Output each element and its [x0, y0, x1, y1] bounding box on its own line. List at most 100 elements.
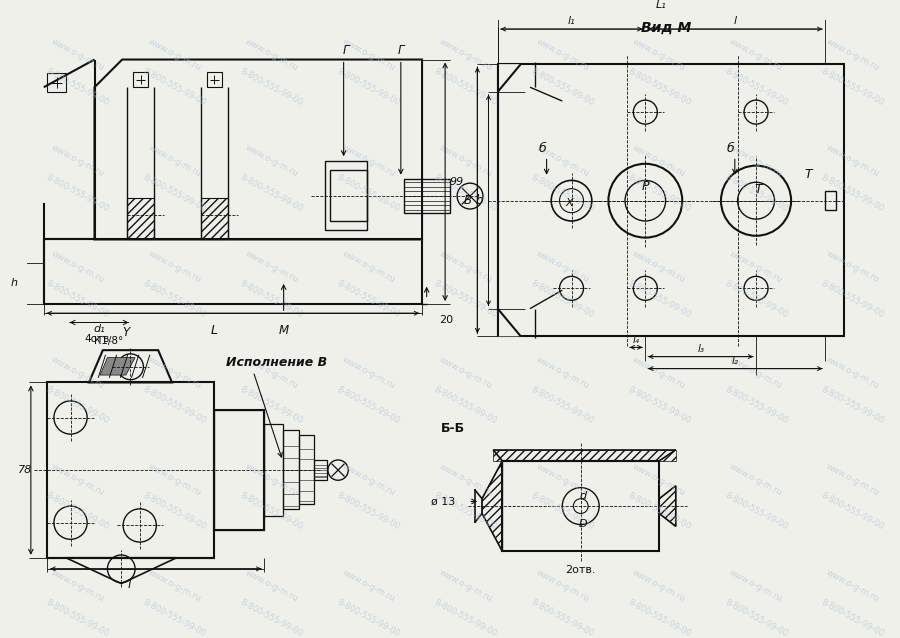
Text: К1/8°: К1/8°: [94, 336, 122, 346]
Text: www.o-g-m.ru: www.o-g-m.ru: [244, 144, 300, 179]
Text: 8-800-555-99-00: 8-800-555-99-00: [626, 279, 692, 320]
Text: www.o-g-m.ru: www.o-g-m.ru: [340, 37, 397, 73]
Text: 8-800-555-99-00: 8-800-555-99-00: [432, 597, 499, 638]
Bar: [48, 73, 66, 92]
Text: 8-800-555-99-00: 8-800-555-99-00: [45, 173, 111, 214]
Text: L₁: L₁: [655, 0, 666, 10]
Text: www.o-g-m.ru: www.o-g-m.ru: [244, 355, 300, 391]
Text: 8-800-555-99-00: 8-800-555-99-00: [626, 173, 692, 214]
Text: l: l: [128, 578, 131, 591]
Text: www.o-g-m.ru: www.o-g-m.ru: [535, 461, 590, 497]
Text: www.o-g-m.ru: www.o-g-m.ru: [147, 355, 202, 391]
Text: Т: Т: [805, 168, 813, 181]
Text: 8-800-555-99-00: 8-800-555-99-00: [723, 173, 789, 214]
Text: l₄: l₄: [633, 334, 640, 345]
Bar: [498, 64, 843, 336]
Text: 8-800-555-99-00: 8-800-555-99-00: [336, 491, 401, 532]
Text: 8-800-555-99-00: 8-800-555-99-00: [336, 597, 401, 638]
Bar: [403, 179, 450, 212]
Bar: [825, 191, 836, 210]
Text: Г: Г: [342, 44, 348, 57]
Text: 8-800-555-99-00: 8-800-555-99-00: [723, 597, 789, 638]
Text: 78: 78: [18, 465, 32, 475]
Text: 8-800-555-99-00: 8-800-555-99-00: [142, 385, 208, 426]
Text: www.o-g-m.ru: www.o-g-m.ru: [728, 461, 784, 497]
Text: www.o-g-m.ru: www.o-g-m.ru: [340, 249, 397, 285]
Text: б: б: [538, 142, 546, 154]
Text: www.o-g-m.ru: www.o-g-m.ru: [50, 355, 106, 391]
Bar: [314, 460, 327, 480]
Text: 8-800-555-99-00: 8-800-555-99-00: [142, 279, 208, 320]
Text: www.o-g-m.ru: www.o-g-m.ru: [631, 37, 688, 73]
Text: 8-800-555-99-00: 8-800-555-99-00: [820, 385, 886, 426]
Text: l₁: l₁: [568, 17, 575, 26]
Bar: [207, 73, 221, 87]
Text: www.o-g-m.ru: www.o-g-m.ru: [535, 37, 590, 73]
Text: 2отв.: 2отв.: [565, 565, 596, 575]
Text: b: b: [475, 194, 483, 207]
Polygon shape: [498, 309, 521, 336]
Text: www.o-g-m.ru: www.o-g-m.ru: [340, 568, 397, 603]
Text: www.o-g-m.ru: www.o-g-m.ru: [50, 144, 106, 179]
Text: www.o-g-m.ru: www.o-g-m.ru: [535, 249, 590, 285]
Text: www.o-g-m.ru: www.o-g-m.ru: [535, 355, 590, 391]
Text: www.o-g-m.ru: www.o-g-m.ru: [728, 37, 784, 73]
Text: 8-800-555-99-00: 8-800-555-99-00: [626, 67, 692, 108]
Text: 8-800-555-99-00: 8-800-555-99-00: [336, 173, 401, 214]
Text: 8-800-555-99-00: 8-800-555-99-00: [529, 385, 595, 426]
Text: 8-800-555-99-00: 8-800-555-99-00: [45, 597, 111, 638]
Text: www.o-g-m.ru: www.o-g-m.ru: [825, 144, 881, 179]
Text: D: D: [579, 519, 587, 529]
Text: 8-800-555-99-00: 8-800-555-99-00: [432, 279, 499, 320]
Bar: [127, 198, 155, 239]
Text: www.o-g-m.ru: www.o-g-m.ru: [535, 144, 590, 179]
Text: www.o-g-m.ru: www.o-g-m.ru: [147, 37, 202, 73]
Text: Х: Х: [566, 198, 573, 207]
Text: www.o-g-m.ru: www.o-g-m.ru: [340, 144, 397, 179]
Text: 8-800-555-99-00: 8-800-555-99-00: [336, 385, 401, 426]
Text: Исполнение В: Исполнение В: [226, 355, 327, 369]
Text: 8-800-555-99-00: 8-800-555-99-00: [336, 67, 401, 108]
Text: 8-800-555-99-00: 8-800-555-99-00: [432, 491, 499, 532]
Text: www.o-g-m.ru: www.o-g-m.ru: [631, 249, 688, 285]
Text: 8-800-555-99-00: 8-800-555-99-00: [238, 597, 305, 638]
Text: 8-800-555-99-00: 8-800-555-99-00: [626, 597, 692, 638]
Text: d₁: d₁: [94, 324, 105, 334]
Text: www.o-g-m.ru: www.o-g-m.ru: [147, 568, 202, 603]
Text: 8-800-555-99-00: 8-800-555-99-00: [238, 173, 305, 214]
Bar: [213, 410, 265, 530]
Text: www.o-g-m.ru: www.o-g-m.ru: [437, 461, 493, 497]
Text: www.o-g-m.ru: www.o-g-m.ru: [340, 461, 397, 497]
Text: www.o-g-m.ru: www.o-g-m.ru: [437, 568, 493, 603]
Text: h: h: [11, 278, 17, 288]
Text: 8-800-555-99-00: 8-800-555-99-00: [529, 67, 595, 108]
Bar: [325, 161, 366, 230]
Bar: [213, 410, 265, 530]
Text: 8-800-555-99-00: 8-800-555-99-00: [45, 491, 111, 532]
Text: www.o-g-m.ru: www.o-g-m.ru: [50, 37, 106, 73]
Text: l: l: [734, 17, 736, 26]
Text: 8-800-555-99-00: 8-800-555-99-00: [432, 173, 499, 214]
Text: www.o-g-m.ru: www.o-g-m.ru: [631, 144, 688, 179]
Text: M: M: [279, 324, 289, 338]
Text: 8-800-555-99-00: 8-800-555-99-00: [142, 491, 208, 532]
Text: www.o-g-m.ru: www.o-g-m.ru: [244, 249, 300, 285]
Text: 20: 20: [438, 315, 453, 325]
Text: www.o-g-m.ru: www.o-g-m.ru: [244, 568, 300, 603]
Text: 8-800-555-99-00: 8-800-555-99-00: [723, 385, 789, 426]
Text: 8-800-555-99-00: 8-800-555-99-00: [432, 385, 499, 426]
Text: www.o-g-m.ru: www.o-g-m.ru: [340, 355, 397, 391]
Text: 8-800-555-99-00: 8-800-555-99-00: [626, 385, 692, 426]
Text: Вид М: Вид М: [641, 20, 691, 34]
Text: 8-800-555-99-00: 8-800-555-99-00: [336, 279, 401, 320]
Text: www.o-g-m.ru: www.o-g-m.ru: [147, 461, 202, 497]
Text: www.o-g-m.ru: www.o-g-m.ru: [244, 461, 300, 497]
Text: www.o-g-m.ru: www.o-g-m.ru: [50, 249, 106, 285]
Text: Т: Т: [754, 183, 761, 196]
Text: www.o-g-m.ru: www.o-g-m.ru: [825, 249, 881, 285]
Text: www.o-g-m.ru: www.o-g-m.ru: [825, 461, 881, 497]
Text: l₂: l₂: [732, 356, 738, 366]
Text: www.o-g-m.ru: www.o-g-m.ru: [631, 461, 688, 497]
Text: 8-800-555-99-00: 8-800-555-99-00: [820, 491, 886, 532]
Text: www.o-g-m.ru: www.o-g-m.ru: [437, 37, 493, 73]
